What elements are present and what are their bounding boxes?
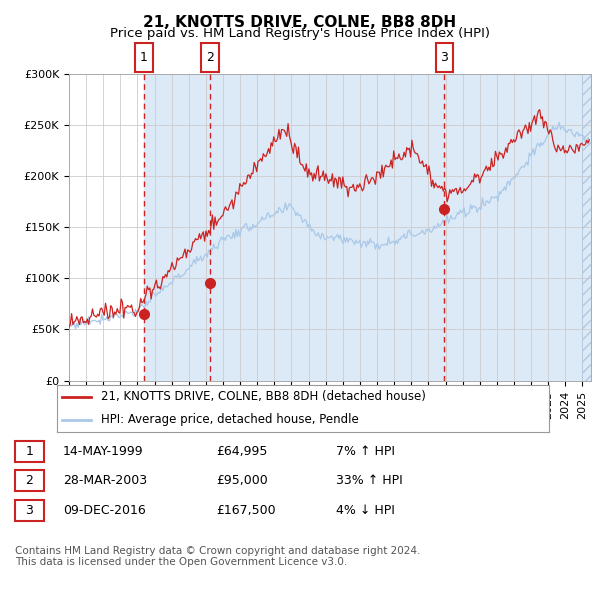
Text: 4% ↓ HPI: 4% ↓ HPI bbox=[336, 504, 395, 517]
Text: 1: 1 bbox=[25, 445, 34, 458]
Text: 2: 2 bbox=[25, 474, 34, 487]
Text: 21, KNOTTS DRIVE, COLNE, BB8 8DH (detached house): 21, KNOTTS DRIVE, COLNE, BB8 8DH (detach… bbox=[101, 391, 426, 404]
Text: 33% ↑ HPI: 33% ↑ HPI bbox=[336, 474, 403, 487]
Bar bbox=[210, 74, 445, 381]
Text: £167,500: £167,500 bbox=[216, 504, 275, 517]
Text: 09-DEC-2016: 09-DEC-2016 bbox=[63, 504, 146, 517]
Bar bbox=[144, 74, 210, 381]
Text: 21, KNOTTS DRIVE, COLNE, BB8 8DH: 21, KNOTTS DRIVE, COLNE, BB8 8DH bbox=[143, 15, 457, 30]
FancyBboxPatch shape bbox=[436, 43, 454, 72]
Text: 28-MAR-2003: 28-MAR-2003 bbox=[63, 474, 147, 487]
Text: Contains HM Land Registry data © Crown copyright and database right 2024.
This d: Contains HM Land Registry data © Crown c… bbox=[15, 546, 421, 568]
Text: HPI: Average price, detached house, Pendle: HPI: Average price, detached house, Pend… bbox=[101, 413, 359, 426]
FancyBboxPatch shape bbox=[201, 43, 219, 72]
Text: 3: 3 bbox=[440, 51, 448, 64]
Text: Price paid vs. HM Land Registry's House Price Index (HPI): Price paid vs. HM Land Registry's House … bbox=[110, 27, 490, 40]
Text: 2: 2 bbox=[206, 51, 214, 64]
Text: 14-MAY-1999: 14-MAY-1999 bbox=[63, 445, 143, 458]
Text: 7% ↑ HPI: 7% ↑ HPI bbox=[336, 445, 395, 458]
Bar bbox=[445, 74, 591, 381]
Bar bbox=[583, 74, 591, 381]
FancyBboxPatch shape bbox=[135, 43, 152, 72]
Text: £95,000: £95,000 bbox=[216, 474, 268, 487]
Text: 3: 3 bbox=[25, 504, 34, 517]
Text: £64,995: £64,995 bbox=[216, 445, 268, 458]
Text: 1: 1 bbox=[140, 51, 148, 64]
